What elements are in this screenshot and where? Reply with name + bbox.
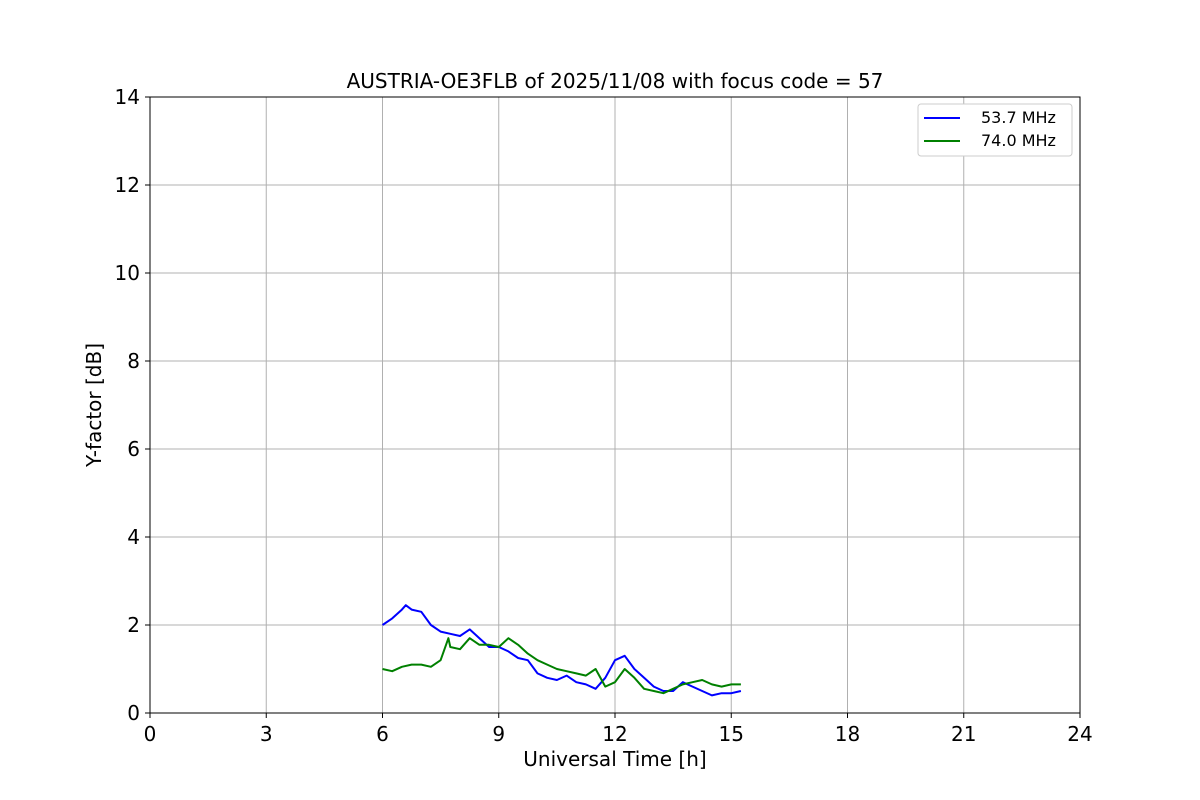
y-tick-label: 6 <box>127 437 140 461</box>
series-line-0 <box>381 604 742 697</box>
y-tick-label: 4 <box>127 525 140 549</box>
chart-title: AUSTRIA-OE3FLB of 2025/11/08 with focus … <box>347 69 884 93</box>
x-tick-label: 18 <box>835 722 860 746</box>
x-tick-label: 6 <box>376 722 389 746</box>
legend-label-74-0: 74.0 MHz <box>981 131 1056 150</box>
series-line-1 <box>382 637 741 695</box>
series-layer <box>381 604 742 697</box>
legend-label-53-7: 53.7 MHz <box>981 108 1056 127</box>
y-axis-label: Y-factor [dB] <box>82 343 106 468</box>
x-tick-label: 0 <box>144 722 157 746</box>
x-tick-label: 24 <box>1067 722 1092 746</box>
x-axis-label: Universal Time [h] <box>523 747 706 771</box>
y-tick-label: 8 <box>127 349 140 373</box>
x-tick-label: 12 <box>602 722 627 746</box>
x-tick-label: 21 <box>951 722 976 746</box>
y-tick-label: 14 <box>115 85 140 109</box>
legend: 53.7 MHz 74.0 MHz <box>917 103 1073 157</box>
y-tick-label: 0 <box>127 701 140 725</box>
y-tick-label: 10 <box>115 261 140 285</box>
y-tick-label: 12 <box>115 173 140 197</box>
x-tick-label: 15 <box>719 722 744 746</box>
x-tick-label: 3 <box>260 722 273 746</box>
y-tick-label: 2 <box>127 613 140 637</box>
y-axis: 0 2 4 6 8 10 12 14 <box>115 85 150 725</box>
x-tick-label: 9 <box>492 722 505 746</box>
grid <box>149 96 1081 714</box>
x-axis: 0 3 6 9 12 15 18 21 24 <box>144 713 1093 746</box>
